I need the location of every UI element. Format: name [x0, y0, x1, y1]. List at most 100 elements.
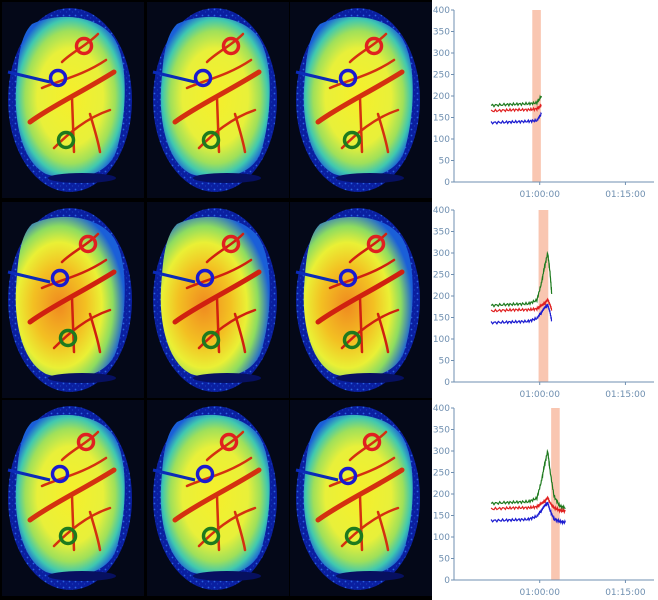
tissue-shadow — [48, 571, 116, 581]
x-tick-label: 01:15:00 — [605, 190, 646, 200]
y-tick-label: 50 — [439, 157, 451, 167]
vessel-path — [328, 456, 396, 488]
probe-line — [152, 468, 196, 482]
y-tick-label: 350 — [433, 426, 450, 436]
red-roi-marker — [219, 432, 239, 452]
red-roi-marker — [221, 234, 241, 254]
blue-roi-marker — [195, 464, 215, 484]
probe-line — [7, 70, 51, 84]
vessel-path — [172, 467, 262, 523]
image-tile-2 — [147, 2, 289, 198]
tissue-shadow — [48, 373, 116, 383]
vessel-path — [358, 96, 364, 154]
probe-line — [295, 468, 339, 482]
trace-series-0 — [490, 448, 566, 511]
red-roi-marker — [364, 36, 384, 56]
vessel-path — [197, 506, 257, 548]
vessel-path — [52, 308, 112, 350]
vessel-path — [233, 510, 247, 552]
tissue-shadow — [48, 173, 116, 183]
y-tick-label: 400 — [433, 206, 450, 216]
y-tick-label: 300 — [433, 249, 450, 259]
tissue-shadow — [193, 373, 261, 383]
chart-column: 0 50 100 150 200 250 300 350 400 01:00:00 01:15:00… — [432, 0, 658, 600]
y-tick-label: 250 — [433, 271, 450, 281]
vessel-path — [348, 232, 388, 264]
probe-line — [295, 270, 339, 284]
trace-chart-2: 0 50 100 150 200 250 300 350 400 01:00:00 01:15:00 — [432, 200, 658, 400]
vessel-path — [88, 112, 102, 154]
vessel-path — [27, 69, 117, 125]
blue-roi-marker — [50, 464, 70, 484]
vessel-path — [233, 312, 247, 354]
green-roi-marker — [342, 330, 362, 350]
vessel-path — [40, 258, 108, 290]
green-roi-marker — [201, 330, 221, 350]
y-tick-label: 250 — [433, 71, 450, 81]
vessel-path — [40, 58, 108, 90]
blue-roi-marker — [48, 68, 68, 88]
blue-roi-marker — [193, 68, 213, 88]
blue-roi-marker — [195, 268, 215, 288]
probe-line — [7, 468, 51, 482]
y-tick-label: 0 — [444, 178, 450, 188]
y-tick-label: 100 — [433, 533, 450, 543]
blue-roi-marker — [338, 268, 358, 288]
y-tick-label: 50 — [439, 357, 451, 367]
y-tick-label: 300 — [433, 447, 450, 457]
trace-chart-3: 0 50 100 150 200 250 300 350 400 01:00:00 01:15:00 — [432, 398, 658, 598]
red-roi-marker — [366, 234, 386, 254]
probe-line — [295, 70, 339, 84]
y-tick-label: 100 — [433, 335, 450, 345]
probe-line — [7, 270, 51, 284]
x-tick-label: 01:15:00 — [605, 588, 646, 598]
tissue-shadow — [336, 571, 404, 581]
trace-series-1 — [490, 297, 553, 313]
vessel-path — [88, 312, 102, 354]
green-roi-marker — [344, 526, 364, 546]
image-tile-9 — [290, 400, 432, 596]
x-tick-label: 01:00:00 — [520, 390, 561, 400]
highlight-window — [538, 210, 549, 382]
y-tick-label: 300 — [433, 49, 450, 59]
vessel-path — [27, 467, 117, 523]
vessel-path — [315, 467, 405, 523]
image-grid — [0, 0, 432, 600]
green-roi-marker — [58, 526, 78, 546]
y-tick-label: 50 — [439, 555, 451, 565]
vessel-path — [60, 232, 100, 264]
tissue-shadow — [336, 373, 404, 383]
vessel-path — [315, 269, 405, 325]
trace-series-2 — [490, 111, 542, 125]
green-roi-marker — [201, 526, 221, 546]
vessel-path — [376, 510, 390, 552]
image-tile-6 — [290, 202, 432, 398]
tissue-shadow — [193, 173, 261, 183]
red-roi-marker — [362, 432, 382, 452]
red-roi-marker — [78, 234, 98, 254]
y-tick-label: 100 — [433, 135, 450, 145]
vessel-path — [358, 296, 364, 354]
image-tile-8 — [147, 400, 289, 596]
probe-line — [152, 270, 196, 284]
vessel-path — [185, 456, 253, 488]
trace-chart-1: 0 50 100 150 200 250 300 350 400 01:00:00 01:15:00 — [432, 0, 658, 200]
vessel-path — [52, 506, 112, 548]
y-tick-label: 200 — [433, 92, 450, 102]
y-tick-label: 150 — [433, 512, 450, 522]
y-tick-label: 250 — [433, 469, 450, 479]
highlight-window — [551, 408, 560, 580]
vessel-path — [376, 312, 390, 354]
vessel-path — [88, 510, 102, 552]
image-tile-3 — [290, 2, 432, 198]
blue-roi-marker — [50, 268, 70, 288]
vessel-path — [328, 58, 396, 90]
y-tick-label: 150 — [433, 114, 450, 124]
tissue-shadow — [193, 571, 261, 581]
vessel-path — [40, 456, 108, 488]
tissue-shadow — [336, 173, 404, 183]
red-roi-marker — [76, 432, 96, 452]
x-tick-label: 01:15:00 — [605, 390, 646, 400]
trace-series-1 — [490, 103, 542, 113]
vessel-path — [233, 112, 247, 154]
